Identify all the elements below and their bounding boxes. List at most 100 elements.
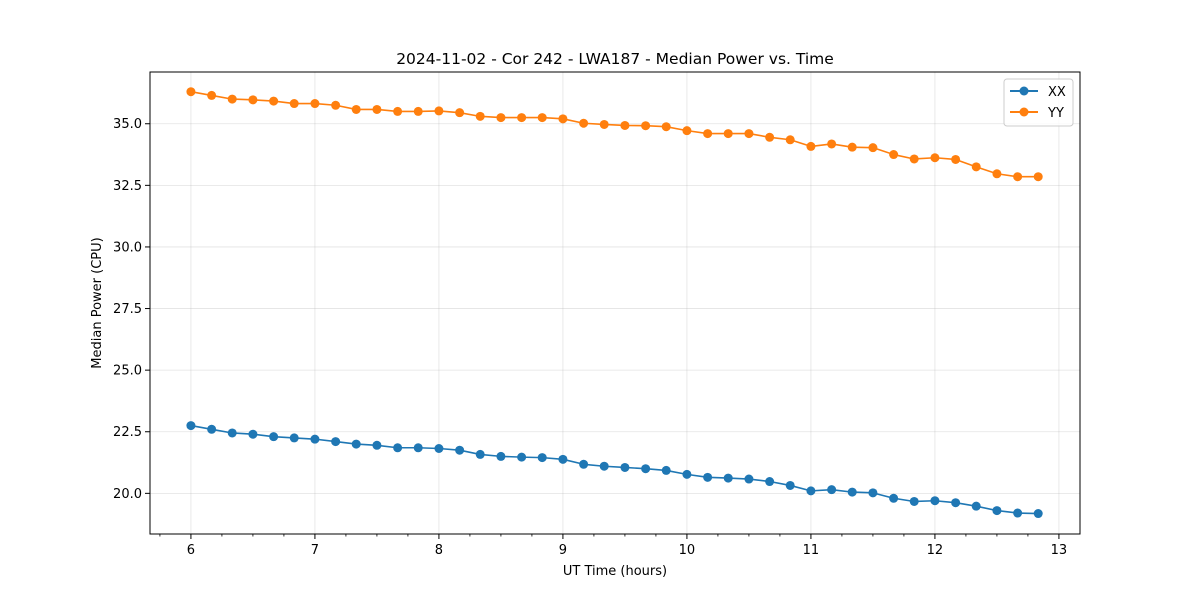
data-point-yy bbox=[599, 119, 609, 129]
plot-area-frame bbox=[149, 71, 1081, 535]
y-tick-label: 25.0 bbox=[113, 364, 142, 379]
data-point-yy bbox=[765, 132, 775, 142]
data-point-yy bbox=[1013, 172, 1023, 182]
data-point-xx bbox=[930, 496, 940, 506]
data-point-xx bbox=[599, 461, 609, 471]
data-point-xx bbox=[372, 440, 382, 450]
data-point-xx bbox=[558, 454, 568, 464]
data-point-yy bbox=[372, 104, 382, 114]
data-point-yy bbox=[351, 104, 361, 114]
data-point-yy bbox=[868, 143, 878, 153]
x-tick-label: 9 bbox=[559, 543, 567, 558]
data-point-yy bbox=[971, 162, 981, 172]
x-tick-label: 10 bbox=[679, 543, 696, 558]
data-point-xx bbox=[744, 474, 754, 484]
data-point-xx bbox=[455, 445, 465, 455]
data-point-yy bbox=[248, 95, 258, 105]
data-point-yy bbox=[723, 129, 733, 139]
data-point-xx bbox=[248, 429, 258, 439]
data-point-yy bbox=[269, 96, 279, 106]
data-point-yy bbox=[289, 99, 299, 109]
grid bbox=[150, 72, 1080, 534]
data-point-xx bbox=[703, 472, 713, 482]
data-point-xx bbox=[909, 496, 919, 506]
x-tick-label: 8 bbox=[435, 543, 443, 558]
data-point-xx bbox=[331, 437, 341, 447]
data-point-xx bbox=[413, 443, 423, 453]
data-point-xx bbox=[868, 488, 878, 498]
data-point-xx bbox=[1013, 508, 1023, 518]
data-point-xx bbox=[661, 465, 671, 475]
data-point-yy bbox=[682, 126, 692, 136]
data-point-xx bbox=[971, 501, 981, 511]
data-point-yy bbox=[620, 120, 630, 130]
axes: 6 7 8 9 10 11 12 13 20.0 22.5 25.0 27.5 30.0 32.5 35.0 bbox=[113, 117, 1067, 558]
data-point-yy bbox=[413, 106, 423, 116]
data-point-xx bbox=[889, 493, 899, 503]
data-point-yy bbox=[537, 113, 547, 123]
legend-marker-yy bbox=[1019, 107, 1029, 117]
x-axis-label: UT Time (hours) bbox=[563, 564, 667, 579]
data-point-yy bbox=[827, 139, 837, 149]
data-point-yy bbox=[310, 99, 320, 109]
data-point-xx bbox=[785, 480, 795, 490]
series-layer bbox=[186, 87, 1043, 519]
y-tick-label: 27.5 bbox=[113, 302, 142, 317]
data-point-yy bbox=[496, 113, 506, 123]
data-point-xx bbox=[641, 464, 651, 474]
data-point-yy bbox=[434, 106, 444, 116]
data-point-xx bbox=[393, 443, 403, 453]
data-point-xx bbox=[475, 449, 485, 459]
data-point-xx bbox=[207, 424, 217, 434]
y-tick-label: 30.0 bbox=[113, 240, 142, 255]
data-point-xx bbox=[806, 486, 816, 496]
data-point-yy bbox=[475, 111, 485, 121]
data-point-yy bbox=[517, 113, 527, 123]
legend: XX YY bbox=[1003, 78, 1074, 127]
data-point-xx bbox=[951, 498, 961, 508]
data-point-xx bbox=[723, 473, 733, 483]
data-point-xx bbox=[351, 439, 361, 449]
data-point-yy bbox=[744, 129, 754, 139]
data-point-xx bbox=[827, 485, 837, 495]
data-point-xx bbox=[682, 469, 692, 479]
data-point-yy bbox=[806, 141, 816, 151]
data-point-xx bbox=[269, 432, 279, 442]
y-axis-label: Median Power (CPU) bbox=[90, 237, 105, 368]
data-point-yy bbox=[186, 87, 196, 97]
data-point-xx bbox=[186, 421, 196, 431]
data-point-yy bbox=[641, 121, 651, 131]
x-tick-label: 11 bbox=[803, 543, 820, 558]
data-point-xx bbox=[310, 434, 320, 444]
data-point-xx bbox=[517, 452, 527, 462]
data-point-yy bbox=[661, 122, 671, 132]
y-tick-label: 20.0 bbox=[113, 487, 142, 502]
data-point-yy bbox=[930, 153, 940, 163]
data-point-xx bbox=[289, 433, 299, 443]
data-point-yy bbox=[889, 150, 899, 160]
data-point-yy bbox=[331, 100, 341, 110]
y-tick-label: 22.5 bbox=[113, 425, 142, 440]
legend-label-xx: XX bbox=[1048, 85, 1066, 100]
y-tick-label: 32.5 bbox=[113, 179, 142, 194]
data-point-xx bbox=[620, 462, 630, 472]
data-point-yy bbox=[1033, 172, 1043, 182]
x-tick-label: 13 bbox=[1051, 543, 1068, 558]
data-point-yy bbox=[847, 142, 857, 152]
y-tick-label: 35.0 bbox=[113, 117, 142, 132]
data-point-xx bbox=[992, 506, 1002, 516]
data-point-xx bbox=[496, 451, 506, 461]
x-tick-label: 12 bbox=[927, 543, 944, 558]
data-point-yy bbox=[785, 135, 795, 145]
data-point-yy bbox=[455, 108, 465, 118]
data-point-xx bbox=[1033, 509, 1043, 519]
data-point-xx bbox=[227, 428, 237, 438]
data-point-yy bbox=[558, 114, 568, 124]
data-point-xx bbox=[765, 477, 775, 487]
data-point-xx bbox=[579, 459, 589, 469]
data-point-yy bbox=[703, 129, 713, 139]
x-tick-label: 7 bbox=[311, 543, 319, 558]
legend-label-yy: YY bbox=[1047, 106, 1064, 121]
